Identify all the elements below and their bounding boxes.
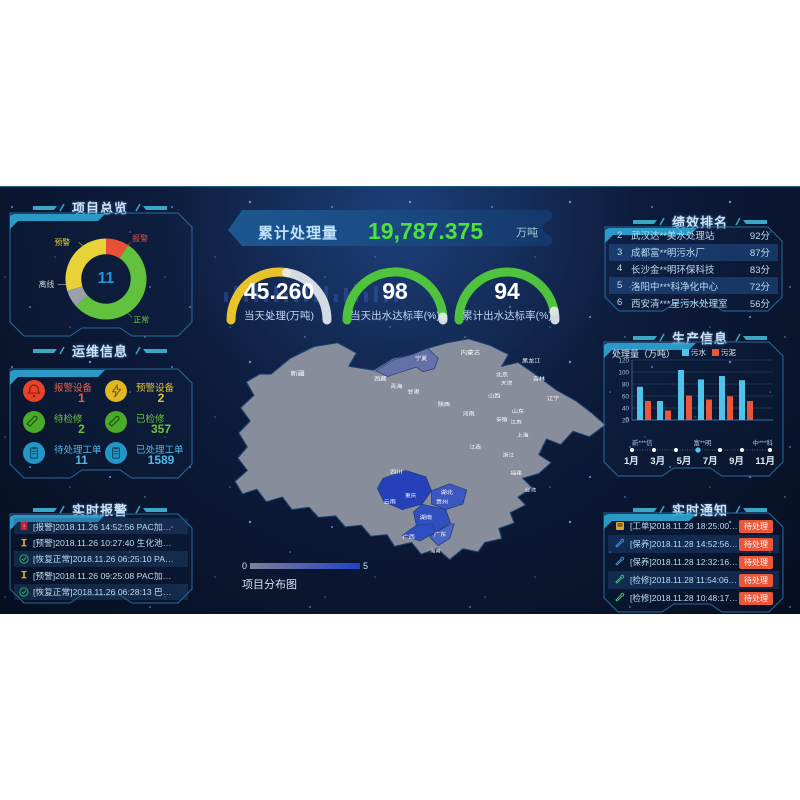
svg-text:离线: 离线	[39, 279, 55, 289]
svg-text:120: 120	[618, 358, 629, 365]
svg-text:湖北: 湖北	[441, 489, 454, 496]
svg-text:湖南: 湖南	[420, 514, 433, 521]
svg-text:广东: 广东	[434, 531, 447, 538]
svg-text:天津: 天津	[501, 380, 512, 386]
svg-text:60: 60	[622, 394, 630, 401]
svg-text:内蒙古: 内蒙古	[461, 349, 481, 356]
svg-text:四川: 四川	[390, 469, 403, 475]
svg-text:广西: 广西	[403, 533, 416, 540]
svg-text:安徽: 安徽	[496, 416, 508, 423]
svg-text:上海: 上海	[517, 431, 529, 438]
svg-text:11: 11	[98, 270, 115, 287]
svg-text:西藏: 西藏	[374, 375, 387, 382]
svg-text:浙江: 浙江	[503, 451, 514, 458]
svg-text:北京: 北京	[496, 371, 509, 378]
svg-text:台湾: 台湾	[525, 486, 536, 493]
svg-text:贵州: 贵州	[436, 498, 449, 505]
svg-text:正常: 正常	[133, 316, 149, 325]
svg-text:100: 100	[618, 370, 629, 377]
svg-text:江苏: 江苏	[510, 418, 521, 425]
svg-text:河南: 河南	[462, 410, 475, 417]
svg-text:山西: 山西	[488, 392, 501, 399]
svg-text:黑龙江: 黑龙江	[522, 357, 541, 364]
svg-text:云南: 云南	[384, 498, 397, 505]
svg-text:重庆: 重庆	[405, 492, 417, 499]
svg-text:江西: 江西	[470, 444, 481, 450]
svg-text:青海: 青海	[390, 383, 403, 390]
svg-text:宁夏: 宁夏	[415, 355, 428, 362]
svg-text:甘肃: 甘肃	[407, 388, 420, 395]
svg-text:40: 40	[622, 406, 630, 413]
svg-text:预警: 预警	[54, 237, 70, 247]
svg-text:新疆: 新疆	[290, 369, 305, 377]
svg-text:陕西: 陕西	[438, 401, 451, 408]
svg-text:80: 80	[622, 382, 630, 389]
svg-text:吉林: 吉林	[533, 375, 546, 382]
svg-text:辽宁: 辽宁	[547, 395, 560, 402]
svg-text:报警: 报警	[132, 233, 148, 243]
svg-text:0: 0	[625, 417, 629, 424]
svg-text:福建: 福建	[510, 469, 522, 476]
svg-text:山东: 山东	[512, 408, 525, 415]
